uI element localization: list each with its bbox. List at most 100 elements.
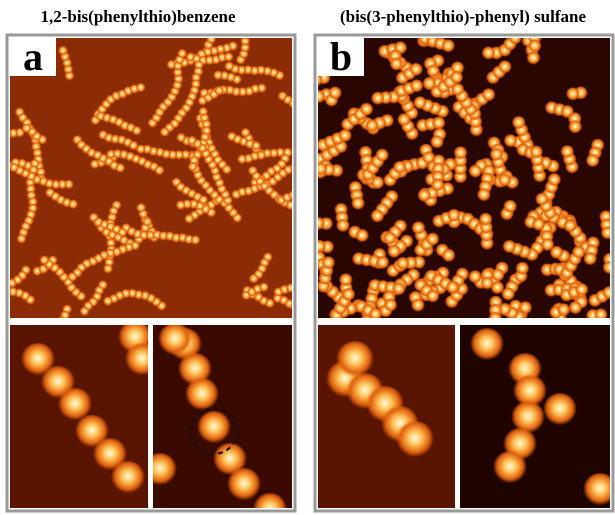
molecule [224, 52, 234, 62]
molecule [160, 127, 170, 137]
molecule [365, 119, 379, 133]
molecule [321, 256, 335, 270]
molecule [532, 218, 546, 232]
molecule [477, 188, 491, 202]
molecule [397, 113, 411, 127]
molecule [39, 256, 49, 266]
molecule [187, 136, 197, 146]
molecule [158, 323, 192, 357]
molecule [214, 86, 224, 96]
molecule [355, 229, 369, 243]
molecule [557, 303, 571, 317]
molecule [0, 131, 6, 141]
molecule [541, 238, 555, 252]
molecule [393, 161, 407, 175]
molecule [336, 219, 350, 233]
molecule [111, 461, 145, 495]
molecule [303, 306, 313, 316]
molecule [535, 193, 549, 207]
molecule [198, 195, 208, 205]
molecule [328, 86, 342, 100]
molecule [515, 262, 529, 276]
molecule [447, 209, 461, 223]
molecule [115, 163, 125, 173]
molecule [370, 209, 384, 223]
molecule [583, 252, 597, 266]
molecule [58, 46, 68, 56]
molecule [176, 201, 186, 211]
molecule [68, 200, 78, 210]
molecule [297, 304, 307, 314]
molecule [482, 88, 496, 102]
molecule [480, 276, 494, 290]
molecule [117, 228, 127, 238]
molecule [568, 301, 582, 315]
molecule [0, 288, 5, 298]
molecule [468, 165, 482, 179]
molecule [67, 272, 77, 282]
molecule [241, 128, 251, 138]
molecule [336, 341, 374, 379]
molecule [136, 203, 146, 213]
molecule [586, 154, 600, 168]
molecule [359, 103, 373, 117]
molecule [259, 282, 269, 292]
molecule [246, 18, 256, 28]
molecule [298, 278, 308, 288]
molecule [222, 165, 232, 175]
molecule [426, 289, 440, 303]
molecule [154, 166, 164, 176]
molecule [188, 162, 198, 172]
molecule [470, 328, 504, 362]
molecule [387, 245, 401, 259]
figure: 1,2-bis(phenylthio)benzene (bis(3-phenyl… [0, 0, 615, 515]
molecule [213, 71, 223, 81]
molecule [90, 160, 100, 170]
molecule [547, 173, 561, 187]
molecule [197, 411, 231, 445]
molecule [136, 83, 146, 93]
molecule [351, 197, 365, 211]
molecule [16, 234, 26, 244]
panel-title: 1,2-bis(phenylthio)benzene [40, 7, 235, 26]
molecule [176, 133, 186, 143]
molecule [389, 57, 403, 71]
molecule [249, 274, 259, 284]
molecule [383, 232, 397, 246]
molecule [503, 200, 517, 214]
molecule [251, 141, 261, 151]
molecule [409, 63, 423, 77]
molecule [502, 240, 516, 254]
molecule [375, 149, 389, 163]
molecule [413, 96, 427, 110]
molecule [512, 116, 526, 130]
molecule [80, 307, 90, 317]
molecule [339, 273, 353, 287]
molecule [430, 135, 444, 149]
molecule [184, 214, 194, 224]
molecule [498, 173, 512, 187]
molecule [177, 49, 187, 59]
molecule [142, 217, 152, 227]
molecule [431, 178, 445, 192]
molecule [237, 155, 247, 165]
molecule [311, 217, 325, 231]
molecule [454, 146, 468, 160]
molecule [224, 62, 234, 72]
molecule [442, 249, 456, 263]
molecule [376, 256, 390, 270]
molecule [371, 92, 385, 106]
molecule [190, 235, 200, 245]
molecule [449, 71, 463, 85]
molecule [446, 281, 460, 295]
molecule [132, 126, 142, 136]
molecule [441, 39, 455, 53]
molecule [493, 451, 527, 485]
molecule [229, 0, 239, 5]
molecule [411, 221, 425, 235]
molecule [0, 289, 1, 299]
molecule [103, 264, 113, 274]
molecule [396, 257, 410, 271]
molecule [528, 39, 542, 53]
molecule [185, 378, 219, 412]
